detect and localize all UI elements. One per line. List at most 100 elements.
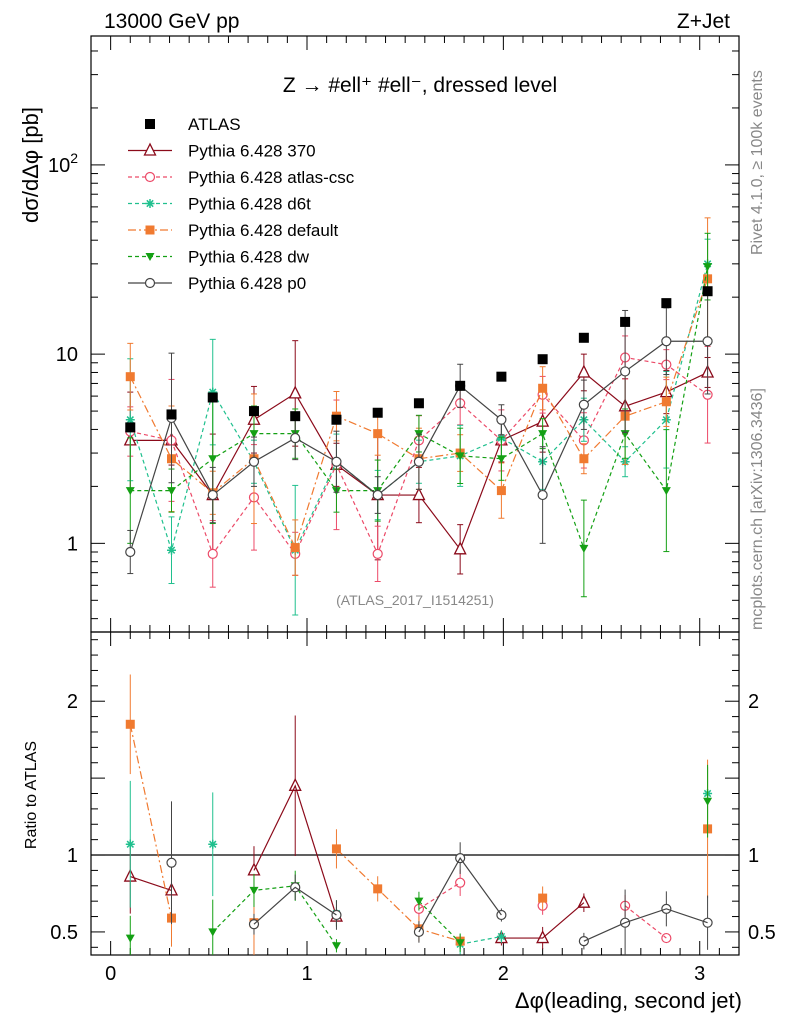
main-panel-marks bbox=[123, 217, 715, 616]
series-point-0 bbox=[412, 487, 426, 501]
legend-marker bbox=[145, 253, 155, 261]
ratio-line-5 bbox=[253, 886, 337, 925]
ratio-line-5 bbox=[418, 856, 502, 933]
series-point-0 bbox=[288, 385, 302, 399]
x-tick-label: 1 bbox=[301, 963, 312, 985]
ratio-line-0 bbox=[501, 902, 585, 939]
series-point-5 bbox=[496, 414, 507, 425]
atlas-data-point bbox=[248, 406, 259, 417]
ratio-line-0 bbox=[253, 784, 338, 917]
legend-label: ATLAS bbox=[188, 115, 241, 134]
legend-marker bbox=[145, 225, 155, 235]
ratio-point-4 bbox=[331, 942, 341, 951]
atlas-data-point bbox=[537, 354, 548, 365]
energy-label: 13000 GeV pp bbox=[104, 10, 239, 33]
atlas-data-point bbox=[372, 407, 383, 418]
atlas-data-point bbox=[455, 380, 466, 391]
x-axis-label: Δφ(leading, second jet) bbox=[515, 988, 742, 1013]
ratio-tick-label: 2 bbox=[67, 691, 78, 713]
ratio-point-0 bbox=[536, 930, 550, 944]
ratio-axis-label: Ratio to ATLAS bbox=[23, 741, 40, 849]
series-point-4 bbox=[579, 544, 589, 553]
rivet-version-label: Rivet 4.1.0, ≥ 100k events bbox=[749, 70, 766, 255]
series-point-5 bbox=[702, 336, 713, 347]
series-point-5 bbox=[207, 489, 218, 501]
y-tick-label: 102 bbox=[48, 150, 78, 177]
series-point-4 bbox=[455, 452, 465, 461]
series-point-4 bbox=[167, 487, 177, 496]
atlas-data-point bbox=[207, 392, 218, 403]
ratio-tick-label: 0.5 bbox=[50, 922, 78, 944]
legend: ATLAS Pythia 6.428 370 Pythia 6.428 atlas-… bbox=[128, 115, 355, 293]
series-point-5 bbox=[372, 489, 383, 501]
y-tick-label: 10 bbox=[56, 344, 78, 366]
atlas-data-point bbox=[496, 371, 507, 382]
atlas-data-point bbox=[331, 414, 342, 425]
mcplots-label: mcplots.cern.ch [arXiv:1306.3436] bbox=[749, 388, 766, 630]
series-point-1 bbox=[372, 548, 383, 559]
series-point-4 bbox=[538, 430, 548, 439]
series-point-5 bbox=[248, 456, 260, 467]
series-point-2 bbox=[167, 545, 177, 555]
ratio-panel-marks bbox=[123, 674, 713, 955]
ratio-line-3 bbox=[336, 848, 461, 942]
x-tick-label: 0 bbox=[105, 963, 116, 985]
y-axis-label: dσ/dΔφ [pb] bbox=[18, 107, 43, 223]
ratio-point-3 bbox=[538, 893, 548, 903]
ratio-line-4 bbox=[212, 885, 337, 947]
series-point-3 bbox=[290, 543, 300, 553]
analysis-watermark: (ATLAS_2017_I1514251) bbox=[336, 592, 494, 608]
ratio-point-4 bbox=[703, 797, 713, 806]
legend-label: Pythia 6.428 atlas-csc bbox=[188, 168, 355, 187]
x-tick-label: 3 bbox=[694, 963, 705, 985]
atlas-data-point bbox=[620, 316, 631, 327]
legend-label: Pythia 6.428 370 bbox=[188, 142, 316, 161]
ratio-line-1 bbox=[624, 905, 667, 939]
series-point-4 bbox=[125, 487, 135, 496]
legend-marker bbox=[143, 142, 157, 156]
ratio-tick-label: 1 bbox=[748, 845, 759, 867]
y-tick-label: 1 bbox=[67, 533, 78, 555]
legend-label: Pythia 6.428 dw bbox=[188, 248, 310, 267]
series-point-5 bbox=[125, 546, 136, 558]
atlas-data-point bbox=[290, 411, 301, 422]
ratio-point-5 bbox=[166, 857, 177, 868]
ratio-point-1 bbox=[455, 877, 466, 888]
series-point-4 bbox=[496, 455, 506, 464]
atlas-data-point bbox=[661, 298, 672, 309]
atlas-data-point bbox=[125, 422, 136, 433]
ratio-point-4 bbox=[208, 928, 218, 937]
series-point-3 bbox=[661, 397, 671, 407]
atlas-data-point bbox=[578, 332, 589, 343]
series-point-3 bbox=[496, 486, 506, 496]
legend-label: Pythia 6.428 default bbox=[188, 221, 339, 240]
series-point-0 bbox=[453, 541, 467, 555]
series-point-4 bbox=[661, 487, 671, 496]
series-point-5 bbox=[620, 366, 631, 377]
series-point-2 bbox=[125, 415, 135, 425]
series-point-3 bbox=[125, 372, 135, 382]
series-point-5 bbox=[537, 489, 548, 501]
ratio-point-4 bbox=[125, 934, 135, 943]
series-point-1 bbox=[207, 548, 218, 559]
legend-marker bbox=[144, 171, 156, 183]
series-point-5 bbox=[331, 456, 342, 467]
atlas-data-point bbox=[702, 286, 713, 297]
axes-ticks: 0 1 2 3 1 10 102 0.5 0.5 1 1 2 2 bbox=[48, 36, 776, 985]
ratio-tick-label: 1 bbox=[67, 845, 78, 867]
series-point-5 bbox=[661, 336, 672, 347]
ratio-point-2 bbox=[208, 839, 218, 849]
process-label: Z+Jet bbox=[677, 10, 730, 33]
ratio-tick-label: 2 bbox=[748, 691, 759, 713]
series-point-2 bbox=[208, 387, 218, 397]
atlas-data-point bbox=[413, 398, 424, 409]
ratio-point-2 bbox=[125, 839, 135, 849]
legend-marker bbox=[144, 277, 156, 289]
series-point-0 bbox=[577, 364, 591, 378]
legend-marker bbox=[145, 199, 155, 208]
ratio-line-5 bbox=[583, 908, 708, 942]
legend-label: Pythia 6.428 p0 bbox=[188, 274, 306, 293]
x-tick-label: 2 bbox=[498, 963, 509, 985]
series-point-4 bbox=[249, 430, 259, 439]
